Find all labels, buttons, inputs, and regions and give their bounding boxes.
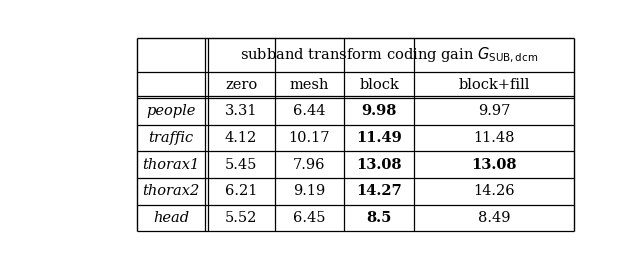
Text: 7.96: 7.96 <box>293 158 326 172</box>
Text: 14.26: 14.26 <box>473 184 515 198</box>
Text: 8.5: 8.5 <box>367 211 392 225</box>
Text: 9.98: 9.98 <box>362 104 397 119</box>
Text: 6.21: 6.21 <box>225 184 257 198</box>
Text: 6.45: 6.45 <box>293 211 326 225</box>
Text: 8.49: 8.49 <box>477 211 510 225</box>
Text: thorax1: thorax1 <box>142 158 200 172</box>
Text: 5.52: 5.52 <box>225 211 257 225</box>
Text: block+fill: block+fill <box>458 78 529 92</box>
Text: people: people <box>146 104 196 119</box>
Text: thorax2: thorax2 <box>142 184 200 198</box>
Text: 6.44: 6.44 <box>293 104 326 119</box>
Text: 11.49: 11.49 <box>356 131 402 145</box>
Text: 9.97: 9.97 <box>477 104 510 119</box>
Text: 5.45: 5.45 <box>225 158 257 172</box>
Text: 4.12: 4.12 <box>225 131 257 145</box>
Text: 9.19: 9.19 <box>293 184 326 198</box>
Text: block: block <box>359 78 399 92</box>
Text: 11.48: 11.48 <box>473 131 515 145</box>
Text: mesh: mesh <box>290 78 329 92</box>
Text: subband transform coding gain $\mathit{G}_{\mathsf{SUB,dcm}}$: subband transform coding gain $\mathit{G… <box>240 45 538 65</box>
Text: 14.27: 14.27 <box>356 184 402 198</box>
Text: 13.08: 13.08 <box>356 158 402 172</box>
Text: 3.31: 3.31 <box>225 104 257 119</box>
Text: 13.08: 13.08 <box>471 158 516 172</box>
Text: head: head <box>153 211 189 225</box>
Text: traffic: traffic <box>148 131 193 145</box>
Text: 10.17: 10.17 <box>289 131 330 145</box>
Text: zero: zero <box>225 78 257 92</box>
